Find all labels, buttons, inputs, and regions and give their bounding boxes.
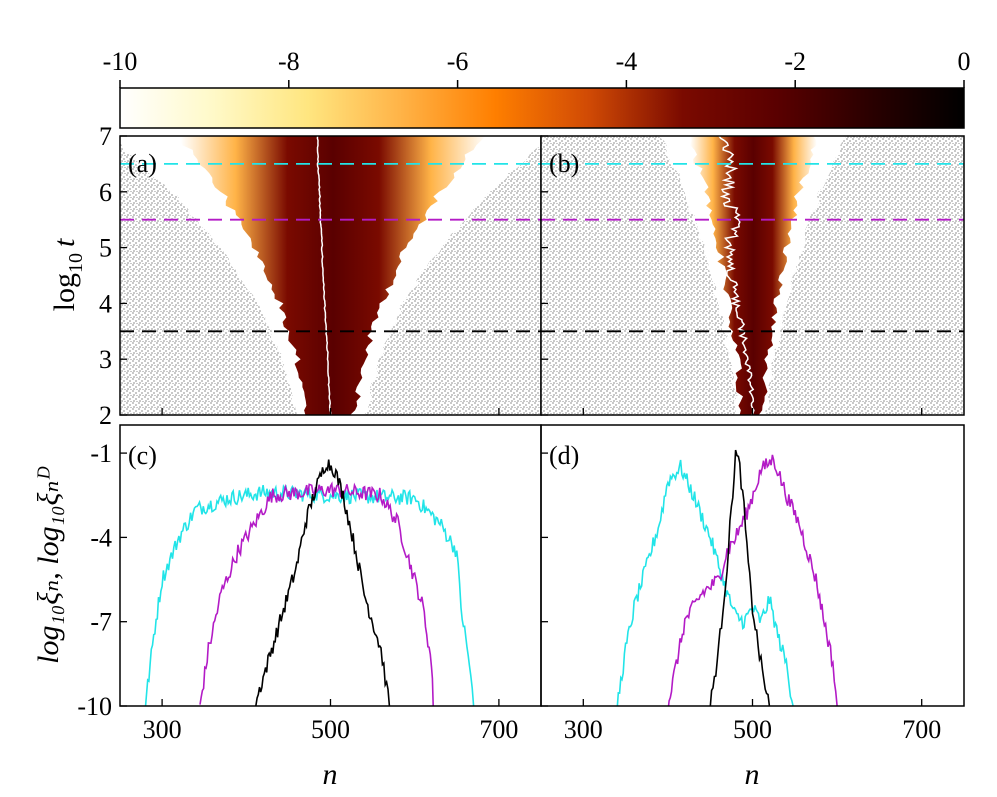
panel-b-heat-region xyxy=(690,136,817,415)
panel-a-y-ticks: 2 3 4 5 6 7 xyxy=(99,122,127,430)
panel-d-series xyxy=(616,449,838,706)
series-line-magenta xyxy=(199,481,434,706)
y-tick-label: -10 xyxy=(77,692,112,721)
panel-d-frame xyxy=(540,424,965,707)
panel-a: (a) 2 3 4 5 6 7 xyxy=(99,122,542,430)
panel-a-label: (a) xyxy=(128,149,157,178)
x-tick-label: 300 xyxy=(564,715,603,744)
panel-d-label: (d) xyxy=(549,441,579,470)
colorbar: -10 -8 -6 -4 -2 0 xyxy=(103,47,971,129)
panel-c: (c) -1 -4 -7 -10 300 500 700 xyxy=(77,424,542,744)
x-tick-label: 500 xyxy=(311,715,350,744)
panel-b-y-ticks xyxy=(541,135,548,416)
colorbar-tick-label: -10 xyxy=(103,47,138,76)
series-line-magenta xyxy=(667,454,838,706)
colorbar-gradient xyxy=(119,87,965,129)
panel-b-x-ticks xyxy=(582,408,923,415)
y-tick-label: -1 xyxy=(90,439,112,468)
colorbar-tick-label: -2 xyxy=(784,47,806,76)
panel-a-center-line xyxy=(316,136,332,415)
colorbar-ticks: -10 -8 -6 -4 -2 0 xyxy=(103,47,971,88)
y-tick-label: 4 xyxy=(99,289,112,318)
series-line-black xyxy=(254,459,391,706)
x-axis-label-d: n xyxy=(745,758,760,791)
panel-a-heat-region xyxy=(180,136,486,415)
x-tick-label: 700 xyxy=(902,715,941,744)
panel-d-y-ticks xyxy=(541,452,548,707)
panel-b: (b) xyxy=(540,135,965,416)
x-tick-label: 700 xyxy=(479,715,518,744)
panel-b-label: (b) xyxy=(549,149,579,178)
colorbar-tick-label: -6 xyxy=(447,47,469,76)
colorbar-tick-label: 0 xyxy=(958,47,971,76)
y-axis-label-top-main: log xyxy=(48,273,81,311)
y-axis-label-top-var: t xyxy=(48,238,81,247)
y-axis-label-top-sub: 10 xyxy=(65,253,87,273)
panel-c-label: (c) xyxy=(128,441,157,470)
colorbar-tick-label: -8 xyxy=(278,47,300,76)
panel-b-guide-lines xyxy=(541,162,964,333)
panel-d-x-ticks: 300 500 700 xyxy=(564,699,941,744)
panel-d: (d) 300 500 700 xyxy=(540,424,965,744)
panel-c-y-ticks: -1 -4 -7 -10 xyxy=(77,439,127,721)
panel-a-guide-lines xyxy=(120,162,541,333)
series-line-black xyxy=(709,449,771,706)
x-axis-label-c: n xyxy=(323,758,338,791)
y-tick-label: 7 xyxy=(99,122,112,151)
y-axis-label-top: log10 t xyxy=(48,238,87,311)
colorbar-tick-label: -4 xyxy=(616,47,638,76)
y-tick-label: 5 xyxy=(99,234,112,263)
series-line-cyan xyxy=(616,459,794,706)
panel-c-x-ticks: 300 500 700 xyxy=(143,699,518,744)
y-tick-label: -4 xyxy=(90,523,112,552)
y-axis-label-bottom: log₁₀ξₙ, log₁₀ξₙᴰ xyxy=(32,466,65,664)
y-tick-label: -7 xyxy=(90,608,112,637)
x-tick-label: 300 xyxy=(143,715,182,744)
y-tick-label: 3 xyxy=(99,345,112,374)
panel-c-series xyxy=(144,459,475,706)
y-tick-label: 2 xyxy=(99,401,112,430)
x-tick-label: 500 xyxy=(733,715,772,744)
y-tick-label: 6 xyxy=(99,178,112,207)
panel-b-center-line xyxy=(718,136,755,415)
panel-a-x-ticks xyxy=(161,408,500,415)
series-line-cyan xyxy=(144,483,475,706)
